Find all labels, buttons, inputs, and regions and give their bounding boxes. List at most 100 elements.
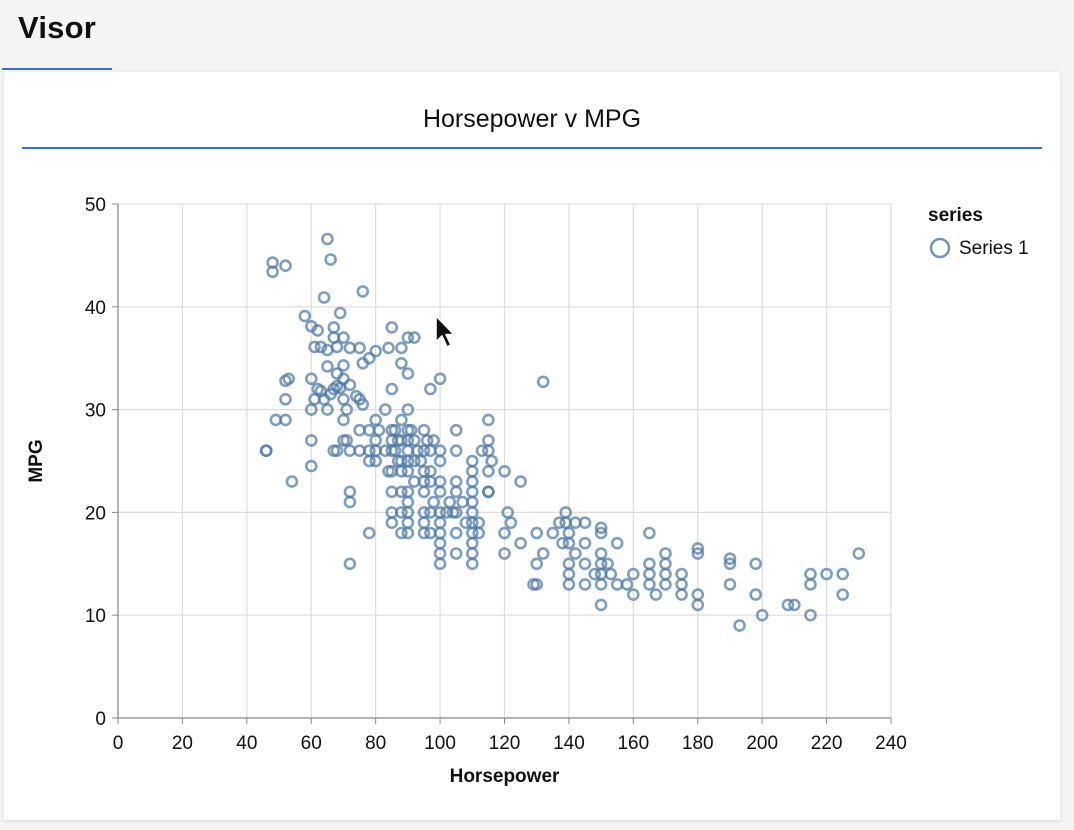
- data-point: [369, 344, 383, 358]
- data-point: [279, 374, 292, 388]
- data-point: [498, 526, 511, 540]
- data-point: [337, 413, 350, 427]
- data-point: [449, 423, 463, 437]
- data-point: [443, 495, 457, 509]
- data-point: [852, 547, 866, 560]
- data-point: [723, 578, 737, 591]
- data-point: [643, 578, 656, 591]
- data-point: [362, 526, 376, 540]
- data-point: [620, 578, 634, 591]
- x-tick-label: 40: [236, 733, 257, 754]
- data-point: [530, 578, 544, 591]
- y-tick-label: 20: [85, 503, 106, 524]
- x-tick-label: 20: [172, 733, 193, 754]
- data-point: [465, 485, 479, 499]
- data-point: [401, 367, 415, 380]
- data-point: [449, 526, 463, 540]
- data-point: [427, 495, 440, 509]
- x-tick-label: 200: [746, 733, 778, 754]
- mouse-cursor-icon: [435, 315, 455, 348]
- data-point: [749, 588, 763, 601]
- data-point: [449, 485, 463, 499]
- data-point: [395, 464, 408, 478]
- data-point: [578, 536, 592, 550]
- data-point: [733, 619, 746, 632]
- data-point: [465, 547, 479, 560]
- data-point: [369, 454, 383, 468]
- data-point: [401, 464, 415, 478]
- data-point: [314, 340, 328, 354]
- data-point: [465, 475, 479, 488]
- data-point: [349, 389, 363, 403]
- data-point: [659, 557, 672, 571]
- data-point: [395, 506, 408, 519]
- data-point: [340, 403, 354, 416]
- data-point: [337, 359, 350, 372]
- x-tick-label: 220: [811, 733, 843, 754]
- data-point: [604, 567, 618, 581]
- data-point: [424, 382, 437, 396]
- data-point: [626, 567, 640, 581]
- data-point: [327, 321, 341, 334]
- data-point: [330, 340, 344, 354]
- data-point: [304, 434, 318, 447]
- legend-title: series: [928, 205, 983, 226]
- data-point: [556, 536, 569, 550]
- data-point: [433, 372, 447, 386]
- data-point: [594, 547, 608, 560]
- data-point: [433, 454, 447, 468]
- data-point: [321, 360, 334, 373]
- scatter-chart: 0 20 40 60 80 100 120 140 160 180 200 220 240 0 10 20 30…: [26, 195, 1029, 787]
- data-point: [804, 578, 817, 591]
- data-point: [482, 413, 495, 427]
- y-axis-title: MPG: [26, 439, 47, 482]
- data-point: [546, 526, 560, 540]
- chart-panel: Horsepower v MPG 0 20 40 60 80 100 120 140 160 18…: [4, 72, 1060, 820]
- data-point: [407, 331, 421, 344]
- data-point: [266, 265, 279, 279]
- data-point: [407, 434, 421, 447]
- data-point: [601, 557, 614, 571]
- data-point: [333, 306, 347, 320]
- data-point: [449, 506, 463, 519]
- data-point: [514, 475, 527, 488]
- data-point: [298, 309, 312, 323]
- data-point: [417, 485, 431, 499]
- data-point: [536, 375, 550, 389]
- data-point: [304, 459, 318, 473]
- data-point: [395, 526, 408, 540]
- data-point: [659, 567, 672, 581]
- visor-tab[interactable]: Visor: [2, 0, 112, 70]
- data-point: [279, 392, 292, 406]
- y-tick-label: 0: [95, 709, 106, 730]
- data-point: [308, 392, 321, 406]
- data-point: [659, 547, 672, 560]
- data-point: [259, 444, 273, 458]
- data-point: [569, 547, 582, 560]
- data-point: [285, 475, 299, 488]
- grid-layer: [117, 203, 892, 719]
- data-point: [675, 578, 688, 591]
- data-point: [536, 547, 550, 560]
- data-point: [417, 516, 431, 530]
- data-point: [820, 567, 833, 581]
- data-point: [401, 526, 415, 540]
- y-tick-label: 10: [85, 606, 106, 627]
- x-tick-label: 120: [489, 733, 521, 754]
- data-point: [804, 608, 817, 622]
- y-tick-label: 50: [85, 195, 106, 216]
- data-point: [578, 557, 592, 571]
- data-point: [395, 485, 408, 499]
- data-point: [343, 495, 357, 509]
- data-point: [781, 598, 795, 612]
- data-point: [465, 464, 479, 478]
- data-point: [395, 356, 408, 370]
- data-point: [324, 253, 337, 266]
- data-point: [401, 516, 415, 530]
- data-point: [311, 324, 325, 337]
- data-point: [327, 382, 341, 396]
- data-point: [482, 444, 495, 458]
- data-point: [594, 598, 608, 612]
- legend: series Series 1: [928, 205, 1029, 259]
- data-point: [675, 567, 688, 581]
